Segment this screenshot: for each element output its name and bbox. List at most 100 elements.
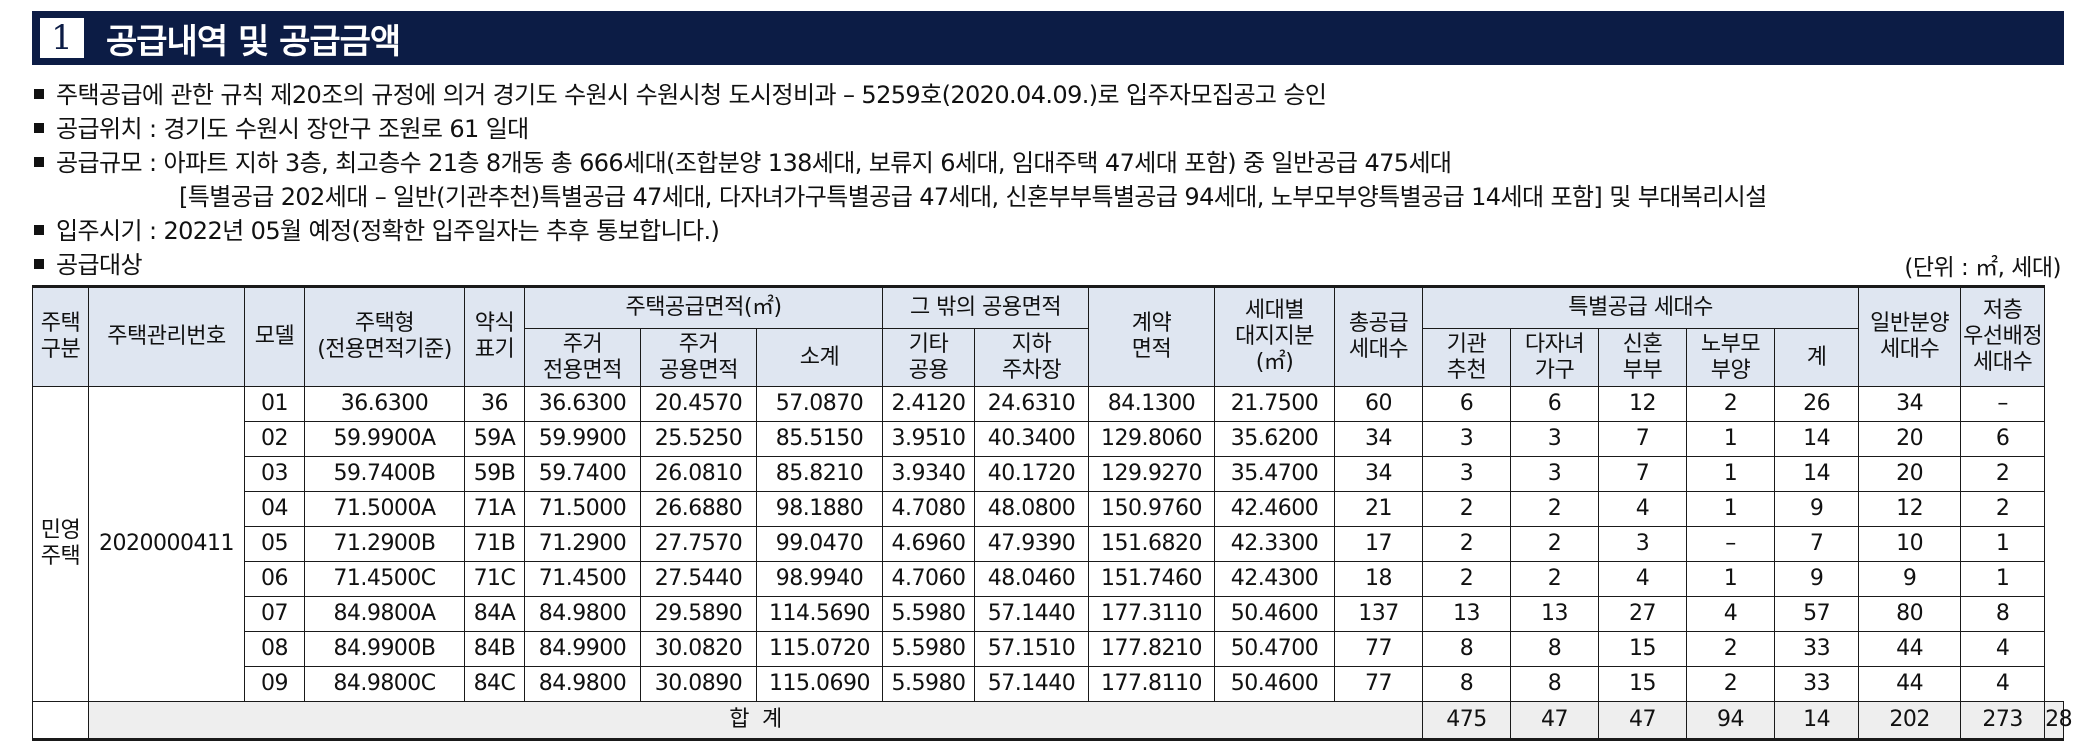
table-cell: 27 bbox=[1598, 596, 1688, 632]
header-contract-area: 계약 면적 bbox=[1088, 285, 1216, 387]
info-line-approval: 주택공급에 관한 규칙 제20조의 규정에 의거 경기도 수원시 수원시청 도시… bbox=[34, 78, 2074, 112]
table-cell: 1 bbox=[1960, 561, 2046, 597]
table-cell: 151.6820 bbox=[1088, 526, 1216, 562]
table-cell: 27.7570 bbox=[640, 526, 757, 562]
table-cell: 47.9390 bbox=[974, 526, 1090, 562]
table-cell: 71.4500C bbox=[304, 561, 465, 597]
table-cell: 4 bbox=[1686, 596, 1776, 632]
table-cell: 57.1510 bbox=[974, 631, 1090, 667]
table-cell: 98.9940 bbox=[755, 561, 884, 597]
table-cell: 115.0720 bbox=[755, 631, 884, 667]
table-cell: 57.1440 bbox=[974, 666, 1090, 702]
table-cell: 84A bbox=[464, 596, 525, 632]
table-cell: 151.7460 bbox=[1088, 561, 1216, 597]
table-cell: 71B bbox=[464, 526, 525, 562]
table-cell: 98.1880 bbox=[755, 491, 884, 527]
table-cell: 15 bbox=[1598, 666, 1688, 702]
table-cell: 1 bbox=[1686, 561, 1776, 597]
info-line-target: 공급대상 bbox=[34, 248, 2074, 282]
table-cell: 3 bbox=[1422, 456, 1512, 492]
table-cell: 99.0470 bbox=[755, 526, 884, 562]
table-cell: 13 bbox=[1510, 596, 1600, 632]
table-cell: 20 bbox=[1858, 456, 1962, 492]
table-cell: 71.4500 bbox=[524, 561, 641, 597]
table-cell: 129.8060 bbox=[1088, 421, 1216, 457]
table-cell: 14 bbox=[1774, 421, 1860, 457]
header-total-supply: 총공급 세대수 bbox=[1334, 285, 1424, 387]
bullet-icon bbox=[34, 123, 44, 133]
total-cell: 47 bbox=[1510, 701, 1600, 741]
table-cell: 36.6300 bbox=[524, 386, 641, 422]
table-cell: 114.5690 bbox=[755, 596, 884, 632]
table-cell: 4 bbox=[1598, 561, 1688, 597]
table-cell: 84C bbox=[464, 666, 525, 702]
table-row: 07 84.9800A 84A 84.9800 29.5890 114.5690 5.598… bbox=[33, 596, 2064, 632]
total-label: 합 계 bbox=[87, 701, 1424, 741]
table-cell: 59.9900 bbox=[524, 421, 641, 457]
table-cell: 84.9800 bbox=[524, 666, 641, 702]
table-cell: 8 bbox=[1422, 666, 1512, 702]
table-cell: 01 bbox=[244, 386, 305, 422]
table-cell: 85.5150 bbox=[755, 421, 884, 457]
table-row: 08 84.9900B 84B 84.9900 30.0820 115.0720 5.598… bbox=[33, 631, 2064, 667]
table-cell: 8 bbox=[1960, 596, 2046, 632]
table-cell: 57.1440 bbox=[974, 596, 1090, 632]
table-cell: 2 bbox=[1422, 561, 1512, 597]
table-cell: 26.6880 bbox=[640, 491, 757, 527]
management-number-cell: 2020000411 bbox=[88, 386, 245, 702]
table-cell: – bbox=[1686, 526, 1776, 562]
total-cell: 14 bbox=[1774, 701, 1860, 741]
table-cell: 2 bbox=[1510, 491, 1600, 527]
table-cell: 10 bbox=[1858, 526, 1962, 562]
table-cell: 15 bbox=[1598, 631, 1688, 667]
table-cell: 84B bbox=[464, 631, 525, 667]
table-cell: 33 bbox=[1774, 631, 1860, 667]
table-cell: 20 bbox=[1858, 421, 1962, 457]
table-row: 02 59.9900A 59A 59.9900 25.5250 85.5150 3.9510… bbox=[33, 421, 2064, 457]
table-cell: 59.7400B bbox=[304, 456, 465, 492]
table-cell: 26 bbox=[1774, 386, 1860, 422]
table-cell: 84.9900 bbox=[524, 631, 641, 667]
table-cell: 7 bbox=[1598, 421, 1688, 457]
table-cell: 44 bbox=[1858, 631, 1962, 667]
table-cell: 17 bbox=[1334, 526, 1424, 562]
table-cell: 84.9900B bbox=[304, 631, 465, 667]
table-cell: 5.5980 bbox=[882, 596, 976, 632]
supply-table: 주택 구분 주택관리번호 모델 주택형 (전용면적기준) 약식 표기 주택공급면… bbox=[32, 285, 2073, 741]
table-cell: 20.4570 bbox=[640, 386, 757, 422]
table-cell: 29.5890 bbox=[640, 596, 757, 632]
table-cell: 35.6200 bbox=[1214, 421, 1336, 457]
bullet-icon bbox=[34, 259, 44, 269]
total-cell: 47 bbox=[1598, 701, 1688, 741]
total-cell: 94 bbox=[1686, 701, 1776, 741]
table-cell: 177.8110 bbox=[1088, 666, 1216, 702]
table-cell: 9 bbox=[1858, 561, 1962, 597]
table-cell: 84.9800C bbox=[304, 666, 465, 702]
table-cell: 36 bbox=[464, 386, 525, 422]
table-cell: 33 bbox=[1774, 666, 1860, 702]
table-cell: 2 bbox=[1960, 456, 2046, 492]
table-cell: 1 bbox=[1960, 526, 2046, 562]
table-cell: 09 bbox=[244, 666, 305, 702]
header-low-floor-priority: 저층 우선배정 세대수 bbox=[1960, 285, 2046, 387]
section-number: 1 bbox=[40, 18, 84, 58]
table-cell: 1 bbox=[1686, 421, 1776, 457]
table-cell: 4 bbox=[1960, 666, 2046, 702]
table-row: 09 84.9800C 84C 84.9800 30.0890 115.0690 5.598… bbox=[33, 666, 2064, 702]
section-title: 공급내역 및 공급금액 bbox=[106, 21, 401, 62]
table-cell: 60 bbox=[1334, 386, 1424, 422]
table-cell: 07 bbox=[244, 596, 305, 632]
table-cell: 80 bbox=[1858, 596, 1962, 632]
total-cell: 202 bbox=[1858, 701, 1962, 741]
supply-info: 주택공급에 관한 규칙 제20조의 규정에 의거 경기도 수원시 수원시청 도시… bbox=[34, 78, 2074, 282]
bullet-icon bbox=[34, 89, 44, 99]
total-cell: 475 bbox=[1422, 701, 1512, 741]
table-cell: 3 bbox=[1510, 456, 1600, 492]
table-cell: 59.9900A bbox=[304, 421, 465, 457]
table-cell: 5.5980 bbox=[882, 631, 976, 667]
bullet-icon bbox=[34, 157, 44, 167]
header-supply-area: 주택공급면적(㎡) bbox=[523, 285, 884, 329]
table-cell: 04 bbox=[244, 491, 305, 527]
table-cell: 26.0810 bbox=[640, 456, 757, 492]
table-cell: 2.4120 bbox=[882, 386, 976, 422]
